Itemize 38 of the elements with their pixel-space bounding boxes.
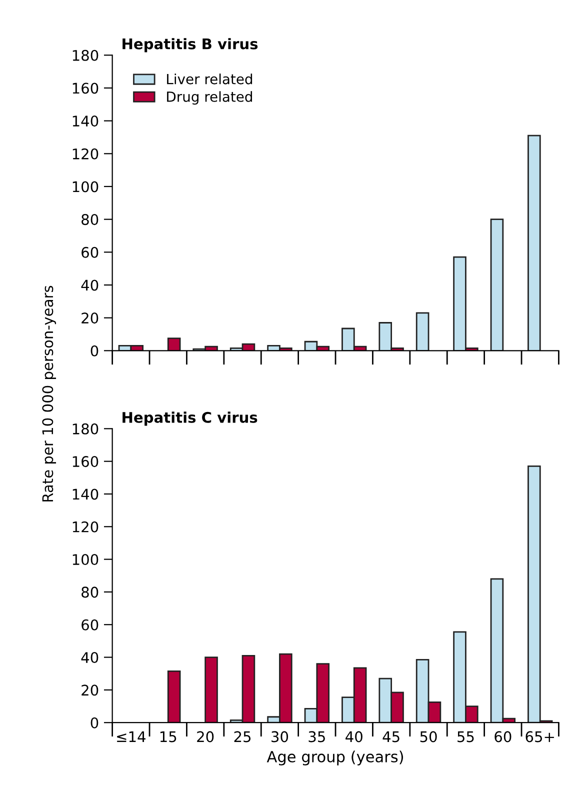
legend-label: Drug related — [167, 91, 252, 105]
x-tick-label: 30 — [272, 731, 288, 742]
y-tick-label: 140 — [72, 116, 98, 127]
x-tick-label: 20 — [197, 731, 214, 742]
y-tick-label: 60 — [82, 246, 98, 258]
chart-title: Hepatitis C virus — [122, 412, 258, 426]
y-tick-label: 80 — [82, 214, 98, 226]
y-tick-label: 160 — [72, 82, 98, 94]
chart-title: Hepatitis B virus — [122, 38, 258, 52]
x-tick-label: 35 — [308, 731, 325, 742]
x-tick-label: ≤14 — [117, 731, 146, 742]
legend-label: Liver related — [167, 74, 252, 84]
y-tick-label: 120 — [72, 148, 98, 160]
y-tick-label: 0 — [90, 717, 98, 728]
y-tick-label: 20 — [82, 312, 98, 324]
y-tick-label: 40 — [81, 280, 98, 291]
y-tick-label: 160 — [72, 456, 98, 468]
x-tick-label: 40 — [346, 731, 362, 742]
y-tick-label: 20 — [82, 684, 98, 696]
x-tick-label: 60 — [494, 731, 512, 742]
x-tick-label: 25 — [234, 731, 251, 742]
x-axis-title: Age group (years) — [266, 750, 403, 766]
y-tick-label: 180 — [72, 423, 98, 434]
y-axis-title: Rate per 10 000 person-years — [42, 286, 56, 502]
x-tick-label: 45 — [382, 731, 400, 742]
x-tick-label: 50 — [420, 731, 437, 742]
y-tick-label: 140 — [72, 488, 98, 500]
y-tick-label: 60 — [82, 619, 98, 630]
y-tick-label: 80 — [82, 586, 98, 598]
x-tick-label: 15 — [160, 731, 176, 742]
y-tick-label: 40 — [81, 652, 98, 664]
y-tick-label: 120 — [72, 521, 98, 532]
y-tick-label: 180 — [72, 50, 98, 61]
y-tick-label: 0 — [90, 345, 98, 356]
x-tick-label: 65+ — [526, 731, 554, 742]
y-tick-label: 100 — [72, 181, 98, 192]
y-tick-label: 100 — [72, 554, 98, 566]
x-tick-label: 55 — [458, 731, 474, 742]
